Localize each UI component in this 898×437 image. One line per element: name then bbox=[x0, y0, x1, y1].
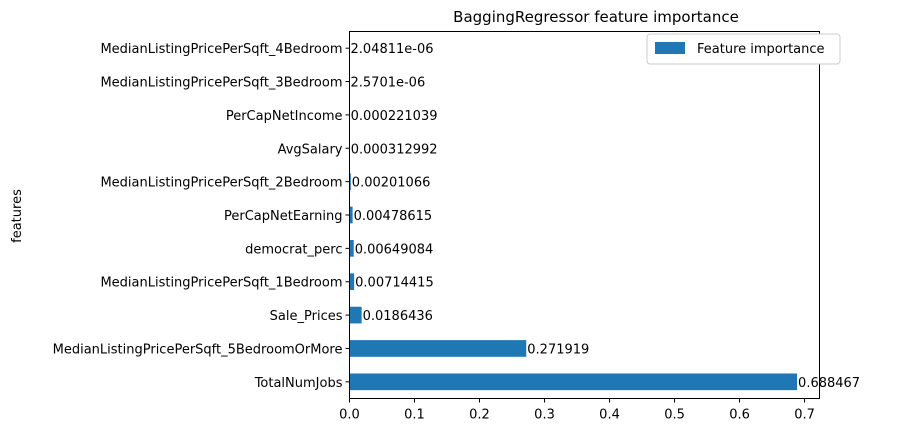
data-label: 0.00478615 bbox=[354, 209, 433, 224]
chart-title: BaggingRegressor feature importance bbox=[453, 8, 739, 26]
bar bbox=[350, 307, 362, 324]
y-tick-label: TotalNumJobs bbox=[254, 376, 343, 391]
data-label: 0.00649084 bbox=[355, 242, 434, 257]
data-label: 2.5701e-06 bbox=[351, 76, 426, 91]
x-tick-label: 0.1 bbox=[404, 408, 425, 423]
data-label: 0.688467 bbox=[798, 376, 860, 391]
x-tick-label: 0.7 bbox=[794, 408, 815, 423]
x-axis-ticks-group: 0.0 0.1 0.2 0.3 0.4 0.5 0.6 0.7 bbox=[339, 399, 815, 423]
bar bbox=[350, 340, 527, 357]
bar bbox=[350, 273, 355, 290]
y-tick-label: MedianListingPricePerSqft_4Bedroom bbox=[100, 42, 342, 57]
x-tick-label: 0.3 bbox=[534, 408, 555, 423]
y-tick-label: Sale_Prices bbox=[270, 309, 343, 324]
y-tick-label: MedianListingPricePerSqft_5BedroomOrMore bbox=[53, 342, 343, 357]
y-tick-label: democrat_perc bbox=[245, 242, 342, 257]
data-label: 0.00201066 bbox=[352, 176, 431, 191]
x-tick-label: 0.4 bbox=[599, 408, 620, 423]
x-tick-label: 0.5 bbox=[664, 408, 685, 423]
y-tick-label: AvgSalary bbox=[278, 142, 343, 157]
bar bbox=[350, 240, 354, 257]
y-tick-label: MedianListingPricePerSqft_2Bedroom bbox=[100, 176, 342, 191]
legend-label: Feature importance bbox=[697, 42, 825, 57]
x-tick-label: 0.0 bbox=[339, 408, 360, 423]
y-tick-label: MedianListingPricePerSqft_3Bedroom bbox=[100, 76, 342, 91]
y-axis-label: features bbox=[10, 189, 25, 243]
data-labels-group: 2.04811e-06 2.5701e-06 0.000221039 0.000312… bbox=[351, 42, 861, 391]
data-label: 0.000221039 bbox=[351, 109, 438, 124]
legend-swatch bbox=[655, 42, 685, 54]
data-label: 0.0186436 bbox=[363, 309, 433, 324]
data-label: 0.00714415 bbox=[355, 276, 434, 291]
data-label: 0.271919 bbox=[527, 342, 589, 357]
y-tick-label: PerCapNetIncome bbox=[226, 109, 343, 124]
data-label: 0.000312992 bbox=[351, 142, 438, 157]
y-tick-label: MedianListingPricePerSqft_1Bedroom bbox=[100, 276, 342, 291]
x-tick-label: 0.2 bbox=[469, 408, 490, 423]
legend: Feature importance bbox=[647, 34, 840, 64]
data-label: 2.04811e-06 bbox=[351, 42, 434, 57]
bar bbox=[350, 373, 798, 390]
x-tick-label: 0.6 bbox=[729, 408, 750, 423]
y-tick-label: PerCapNetEarning bbox=[224, 209, 342, 224]
y-axis-ticks-group: MedianListingPricePerSqft_4Bedroom Median… bbox=[53, 42, 350, 391]
y-axis-label-group: features bbox=[10, 189, 25, 243]
